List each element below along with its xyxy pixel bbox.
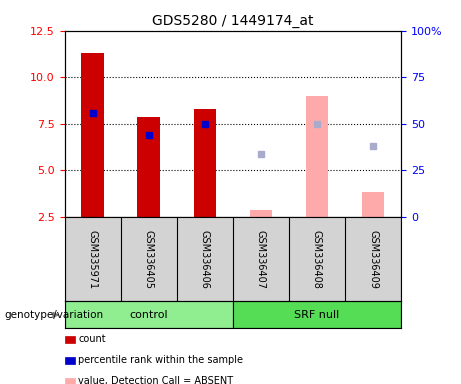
- Title: GDS5280 / 1449174_at: GDS5280 / 1449174_at: [152, 14, 313, 28]
- Text: value, Detection Call = ABSENT: value, Detection Call = ABSENT: [78, 376, 233, 384]
- Text: control: control: [130, 310, 168, 320]
- Text: percentile rank within the sample: percentile rank within the sample: [78, 355, 243, 365]
- Bar: [306, 96, 328, 217]
- Text: count: count: [78, 334, 106, 344]
- Bar: [137, 118, 160, 217]
- Text: GSM336409: GSM336409: [368, 230, 378, 289]
- Text: GSM336405: GSM336405: [144, 230, 154, 289]
- Text: SRF null: SRF null: [294, 310, 340, 320]
- Text: GSM336406: GSM336406: [200, 230, 210, 289]
- Bar: [233, 301, 401, 328]
- Text: GSM336407: GSM336407: [256, 230, 266, 289]
- Text: GSM335971: GSM335971: [88, 230, 98, 289]
- Bar: [250, 210, 272, 217]
- Text: genotype/variation: genotype/variation: [5, 310, 104, 320]
- Bar: [362, 192, 384, 217]
- Text: GSM336408: GSM336408: [312, 230, 322, 289]
- Bar: [194, 109, 216, 217]
- Bar: [82, 53, 104, 217]
- Bar: [65, 301, 233, 328]
